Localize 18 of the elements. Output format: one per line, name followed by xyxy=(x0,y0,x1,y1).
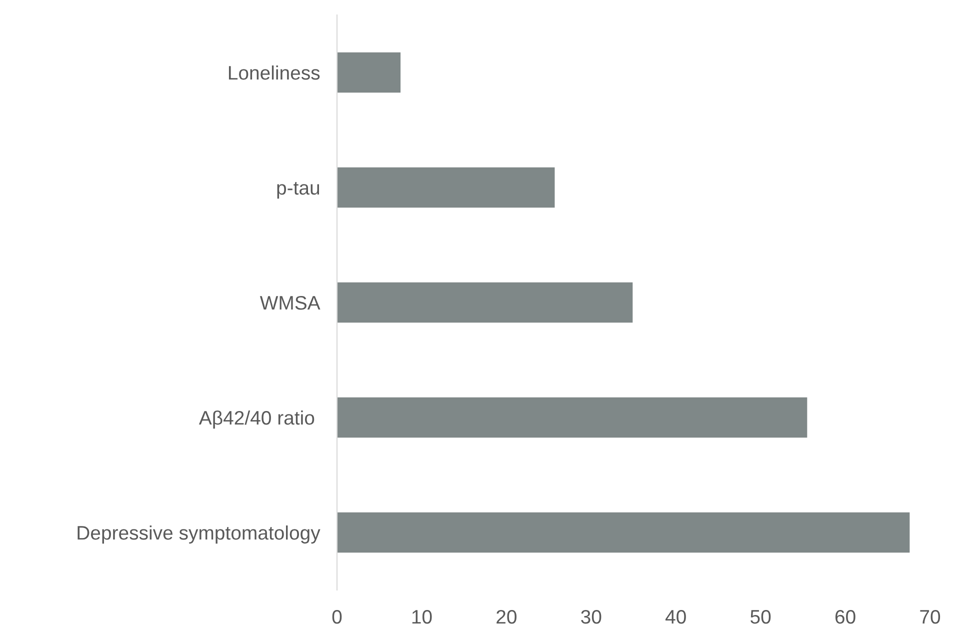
x-tick-label: 30 xyxy=(581,610,602,624)
bar xyxy=(337,282,633,323)
bar xyxy=(337,512,910,553)
x-tick-label: 20 xyxy=(496,610,516,624)
bar xyxy=(337,52,401,93)
bar xyxy=(337,167,555,208)
x-tick-label: 60 xyxy=(835,610,856,624)
x-tick-label: 50 xyxy=(750,610,771,624)
x-tick-label: 40 xyxy=(665,610,686,624)
x-tick-label: 10 xyxy=(412,610,432,624)
y-tick-label: p-tau xyxy=(277,182,320,199)
y-tick-label: Loneliness xyxy=(228,65,320,80)
y-tick-label: Aβ42/40 ratio xyxy=(198,410,314,429)
y-tick-label: Depressive symptomatology xyxy=(78,525,320,544)
x-tick-label: 70 xyxy=(920,610,940,624)
x-tick-label: 0 xyxy=(332,610,342,624)
bar xyxy=(337,397,808,438)
y-tick-label: WMSA xyxy=(260,296,320,310)
